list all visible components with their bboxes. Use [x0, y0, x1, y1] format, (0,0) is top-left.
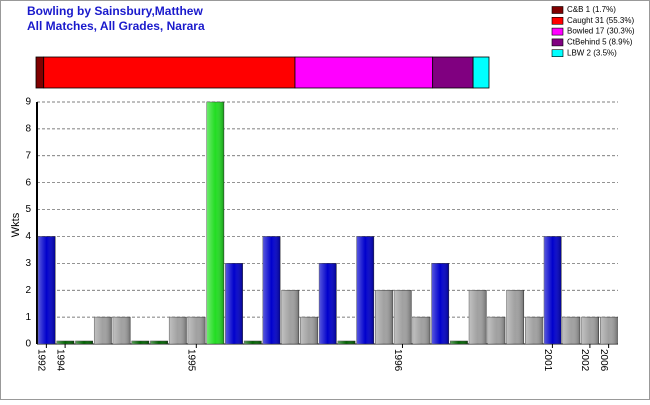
y-tick-label: 6 [25, 177, 31, 188]
x-tick-label: 1995 [186, 349, 197, 372]
bar-shade [487, 317, 506, 344]
bar-shade [562, 317, 581, 344]
y-tick-label: 4 [25, 231, 31, 242]
bar-shade [469, 290, 487, 344]
bar-shade [244, 341, 262, 344]
bar-shade [206, 102, 224, 344]
bar-shade [375, 290, 393, 344]
breakdown-segment [294, 56, 434, 89]
legend-label: C&B 1 (1.7%) [567, 5, 616, 14]
legend-label: Caught 31 (55.3%) [567, 16, 634, 25]
bar-shade [300, 317, 318, 344]
bar-shade [356, 236, 374, 344]
x-tick-label: 1992 [36, 349, 47, 372]
legend-label: CtBehind 5 (8.9%) [567, 38, 633, 47]
bar-shade [94, 317, 112, 344]
bar-shade [225, 263, 243, 344]
y-tick-label: 2 [25, 285, 31, 296]
y-tick-label: 1 [25, 312, 31, 323]
bar-shade [56, 341, 74, 344]
bar-shade [412, 317, 431, 344]
bar-shade [506, 290, 524, 344]
legend-label: Bowled 17 (30.3%) [567, 27, 635, 36]
bar-shade [394, 290, 412, 344]
chart-subtitle: All Matches, All Grades, Narara [27, 19, 205, 33]
breakdown-segment [432, 56, 474, 89]
bar-shade [450, 341, 468, 344]
bar-shade [112, 317, 131, 344]
bar-shade [131, 341, 149, 344]
y-tick-label: 8 [25, 124, 31, 135]
breakdown-segment [35, 56, 45, 89]
x-tick-label: 2002 [579, 349, 590, 372]
breakdown-segment [472, 56, 490, 89]
y-axis-label: Wkts [10, 212, 22, 237]
legend-swatch [551, 38, 564, 47]
y-tick-label: 5 [25, 204, 31, 215]
legend-swatch [551, 16, 564, 25]
bar-shade [150, 341, 168, 344]
y-tick-label: 3 [25, 258, 31, 269]
bar-shade [600, 317, 618, 344]
bar-shade [169, 317, 187, 344]
bar-shade [262, 236, 281, 344]
legend-swatch [551, 49, 564, 58]
legend-label: LBW 2 (3.5%) [567, 48, 617, 57]
bar-shade [75, 341, 93, 344]
breakdown-segment [43, 56, 296, 89]
bar-shade [525, 317, 543, 344]
bar-shade [337, 341, 356, 344]
bar-shade [187, 317, 206, 344]
bar-shade [281, 290, 299, 344]
y-tick-label: 0 [25, 339, 31, 350]
legend-swatch [551, 6, 564, 14]
y-tick-label: 9 [25, 97, 31, 108]
x-tick-label: 1996 [392, 349, 403, 372]
bar-shade [544, 236, 562, 344]
bar-shade [431, 263, 449, 344]
x-tick-label: 1994 [54, 349, 65, 372]
x-tick-label: 2001 [542, 349, 553, 372]
bar-shade [319, 263, 337, 344]
bar-shade [581, 317, 599, 344]
bar-shade [38, 236, 56, 344]
chart-title: Bowling by Sainsbury,Matthew [27, 4, 203, 18]
legend-swatch [551, 27, 564, 36]
y-tick-label: 7 [25, 150, 31, 161]
x-tick-label: 2006 [598, 349, 609, 372]
